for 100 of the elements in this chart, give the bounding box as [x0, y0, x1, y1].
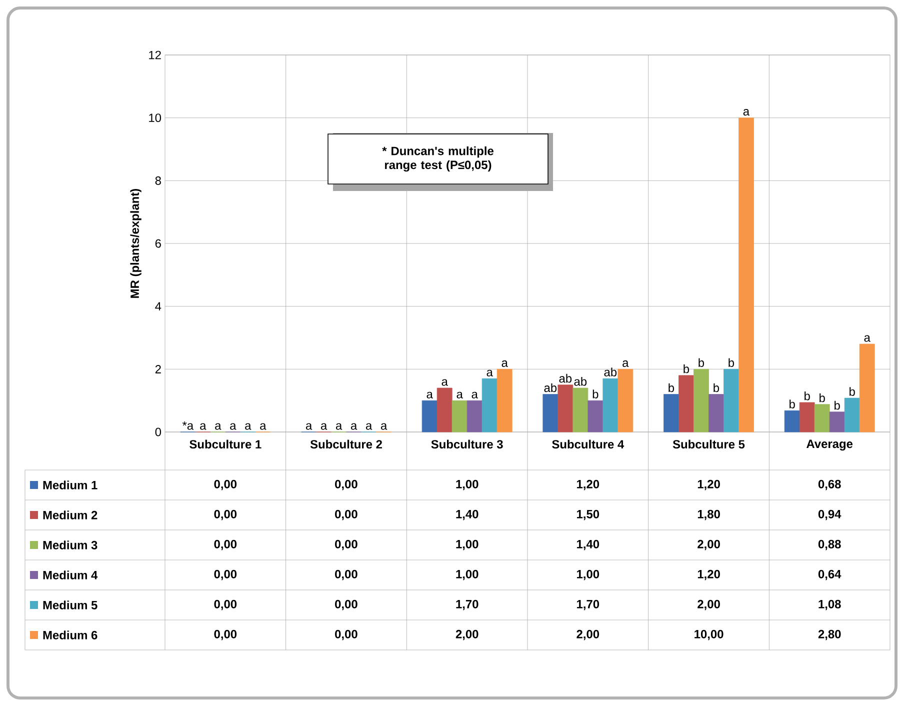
annotation: ab: [574, 377, 587, 386]
y-tick-label: 8: [155, 176, 161, 185]
data-label: 1,20: [698, 570, 720, 580]
data-label: 0,00: [214, 480, 237, 490]
data-label: 0,00: [214, 540, 237, 550]
data-label: 1,00: [577, 570, 600, 580]
data-label: 0,68: [818, 480, 841, 490]
data-label: 2,00: [698, 600, 720, 610]
annotation: b: [804, 392, 810, 400]
data-label: 1,08: [818, 600, 841, 610]
bar: [436, 388, 452, 432]
legend-label: Medium 3: [43, 540, 98, 550]
data-label: 2,00: [456, 630, 478, 640]
data-label: 2,00: [698, 540, 720, 550]
annotation: a: [456, 392, 463, 398]
data-label: 0,00: [335, 630, 358, 640]
bar: [784, 410, 800, 432]
bar: [572, 388, 588, 432]
annotation: a: [380, 423, 388, 430]
bar: [708, 394, 724, 432]
data-label: 0,94: [818, 510, 842, 520]
annotation: a: [442, 379, 448, 386]
data-label: 1,20: [577, 480, 600, 490]
data-label: 0,00: [214, 570, 237, 580]
annotation: a: [320, 423, 328, 430]
annotation: ab: [559, 374, 572, 383]
data-label: 0,64: [818, 570, 842, 580]
bar: [844, 398, 860, 432]
y-tick-label: 2: [155, 364, 161, 374]
data-label: 1,40: [577, 540, 600, 550]
annotation: b: [592, 390, 598, 398]
y-tick-label: 0: [155, 428, 162, 436]
annotation: a: [366, 423, 372, 430]
data-label: 1,80: [698, 510, 720, 520]
data-label: 0,00: [335, 570, 358, 580]
data-label: 0,00: [335, 600, 358, 610]
bar: [496, 368, 512, 432]
annotation: a: [200, 423, 206, 430]
y-tick-label: 12: [149, 50, 161, 60]
legend-label: Medium 4: [43, 570, 98, 580]
data-label: 1,50: [577, 510, 600, 520]
data-label: 0,00: [214, 630, 237, 640]
annotation: a: [472, 392, 478, 398]
data-label: 0,00: [214, 510, 237, 520]
annotation: a: [864, 335, 870, 342]
y-tick-label: 6: [155, 239, 161, 248]
annotation: b: [728, 358, 734, 367]
annotation: a: [426, 392, 433, 398]
annotation: a: [502, 360, 508, 367]
annotation: b: [790, 400, 795, 408]
bar: [738, 118, 754, 432]
data-label: 1,40: [456, 510, 478, 520]
bar: [482, 378, 498, 432]
data-label: 1,00: [456, 480, 478, 490]
data-label: 10,00: [694, 630, 724, 640]
legend-label: Medium 6: [43, 630, 98, 640]
legend-label: Medium 1: [43, 480, 98, 490]
annotation: a: [260, 423, 266, 430]
x-tick-label: Subculture 1: [190, 440, 262, 449]
bar: [588, 400, 604, 432]
annotation: a: [245, 423, 252, 430]
annotation: b: [684, 364, 690, 374]
data-label: 1,00: [456, 540, 478, 550]
data-label: 1,70: [577, 600, 600, 610]
bar: [422, 400, 438, 432]
annotation: *a: [182, 421, 194, 430]
annotation: a: [486, 370, 493, 376]
data-label: 0,88: [818, 540, 841, 550]
data-label: 0,00: [335, 540, 358, 550]
annotation: a: [306, 423, 312, 430]
data-label: 1,00: [456, 570, 478, 580]
annotation: b: [820, 393, 825, 402]
annotation: b: [668, 383, 674, 392]
x-tick-label: Average: [806, 440, 853, 451]
data-label: 0,00: [335, 480, 358, 490]
annotation: a: [336, 423, 342, 430]
data-label: 0,00: [214, 600, 237, 610]
bar: [859, 344, 875, 432]
bar: [814, 404, 830, 432]
data-label: 2,80: [818, 630, 841, 640]
legend-label: Medium 2: [43, 510, 98, 520]
bar: [724, 368, 739, 432]
annotation: a: [215, 423, 222, 430]
annotation: b: [834, 400, 840, 410]
x-tick-label: Subculture 3: [431, 440, 503, 449]
data-label: 2,00: [576, 630, 600, 640]
annotation: a: [743, 109, 750, 116]
data-label: 1,70: [456, 600, 478, 610]
bar: [799, 402, 815, 432]
bar: [542, 394, 558, 432]
bar: [664, 394, 679, 432]
data-label: 1,20: [698, 480, 720, 490]
bar: [466, 400, 482, 432]
y-tick-label: 10: [149, 114, 162, 122]
annotation: ab: [604, 368, 617, 376]
bar: [602, 378, 618, 432]
x-tick-label: Subculture 2: [310, 440, 382, 449]
annotation: a: [230, 423, 236, 430]
bar: [618, 368, 634, 432]
bar: [452, 400, 468, 432]
